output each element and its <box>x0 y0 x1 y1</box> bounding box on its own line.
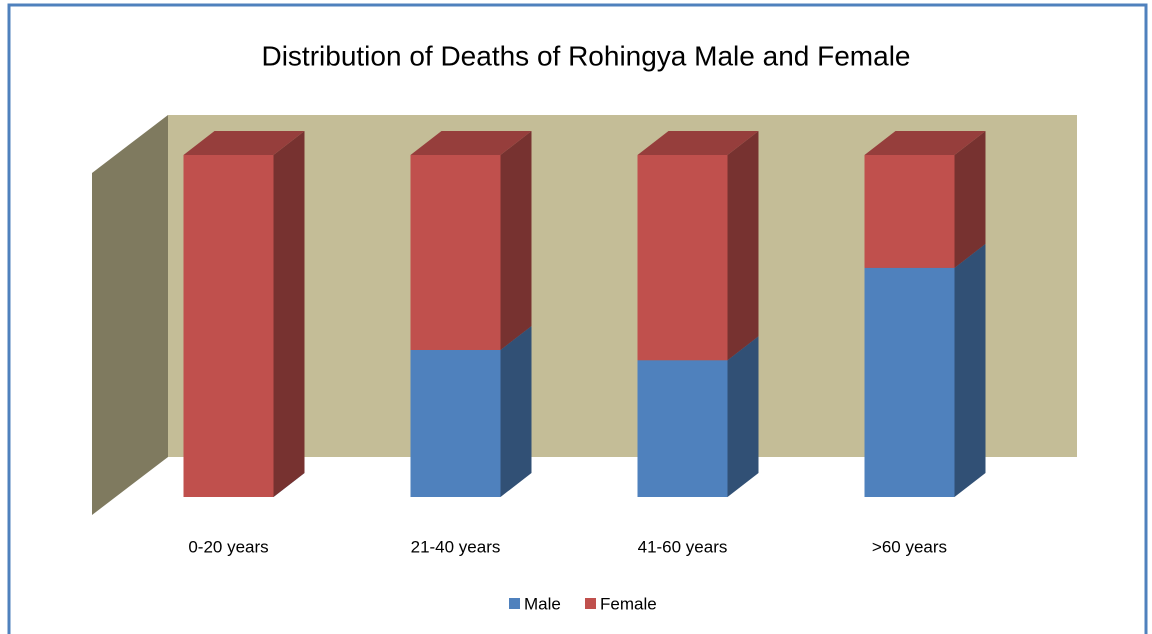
legend-label: Male <box>524 594 561 613</box>
bar-side <box>727 336 759 497</box>
bar-side <box>954 243 986 497</box>
bar-side <box>954 131 986 268</box>
bar-top <box>410 131 532 155</box>
bar-front <box>637 155 728 361</box>
bar-front <box>864 267 955 497</box>
side-wall <box>92 115 168 515</box>
bar-segment <box>183 131 305 497</box>
bar-front <box>410 349 501 497</box>
bar-front <box>637 360 728 497</box>
bar-segment <box>637 131 759 361</box>
legend-swatch <box>585 598 596 609</box>
bar-segment <box>410 131 532 350</box>
bar-side <box>500 131 532 350</box>
x-tick-label: 41-60 years <box>638 537 728 556</box>
bar-segment <box>864 243 986 497</box>
bar-top <box>864 131 986 155</box>
bar-segment <box>637 336 759 497</box>
bar-top <box>637 131 759 155</box>
x-tick-label: 21-40 years <box>411 537 501 556</box>
bar-segment <box>410 325 532 497</box>
legend-label: Female <box>600 594 657 613</box>
bar-side <box>500 325 532 497</box>
x-tick-label: 0-20 years <box>188 537 268 556</box>
legend-swatch <box>509 598 520 609</box>
bar-front <box>183 155 274 497</box>
bar-side <box>727 131 759 361</box>
back-wall <box>168 115 1077 457</box>
x-tick-label: >60 years <box>872 537 947 556</box>
bar-top <box>183 131 305 155</box>
bar-segment <box>864 131 986 268</box>
bar-side <box>273 131 305 497</box>
bar-front <box>410 155 501 350</box>
chart-title: Distribution of Deaths of Rohingya Male … <box>261 40 910 71</box>
bar-front <box>864 155 955 268</box>
